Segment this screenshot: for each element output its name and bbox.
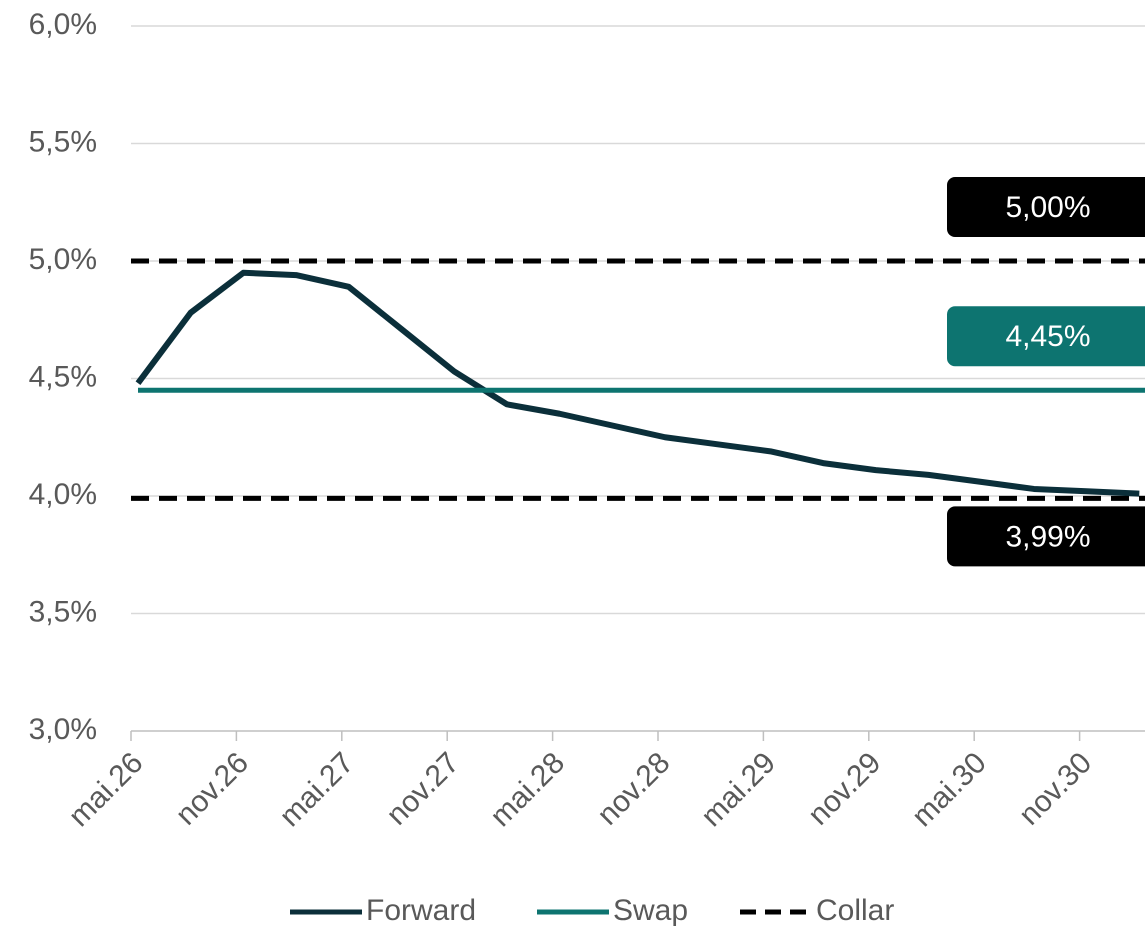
x-tick-label: mai.30 [906, 746, 993, 833]
x-tick-label: nov.30 [1013, 746, 1098, 831]
value-label-box [947, 177, 1145, 237]
value-label-box [947, 306, 1145, 367]
value-label: 4,45% [1005, 320, 1090, 353]
y-tick-label: 3,5% [29, 595, 97, 628]
forward-line [135, 269, 1140, 497]
value-label-box [947, 506, 1145, 567]
x-tick-label: mai.29 [695, 746, 782, 833]
x-tick-label: mai.26 [63, 746, 150, 833]
x-tick-label: nov.29 [802, 746, 887, 831]
y-tick-label: 4,0% [29, 478, 97, 511]
y-tick-label: 3,0% [29, 713, 97, 746]
value-label: 5,00% [1005, 191, 1090, 224]
x-tick-label: nov.28 [591, 746, 676, 831]
y-tick-label: 4,5% [29, 360, 97, 393]
x-tick-label: nov.26 [169, 746, 254, 831]
legend-label: Swap [613, 894, 688, 927]
y-tick-label: 5,0% [29, 243, 97, 276]
legend-label: Collar [816, 894, 894, 927]
legend-label: Forward [366, 894, 476, 927]
value-label: 3,99% [1005, 520, 1090, 553]
x-tick-label: nov.27 [380, 746, 465, 831]
x-tick-label: mai.27 [273, 746, 360, 833]
y-tick-label: 5,5% [29, 125, 97, 158]
y-tick-label: 6,0% [29, 8, 97, 41]
x-tick-label: mai.28 [484, 746, 571, 833]
